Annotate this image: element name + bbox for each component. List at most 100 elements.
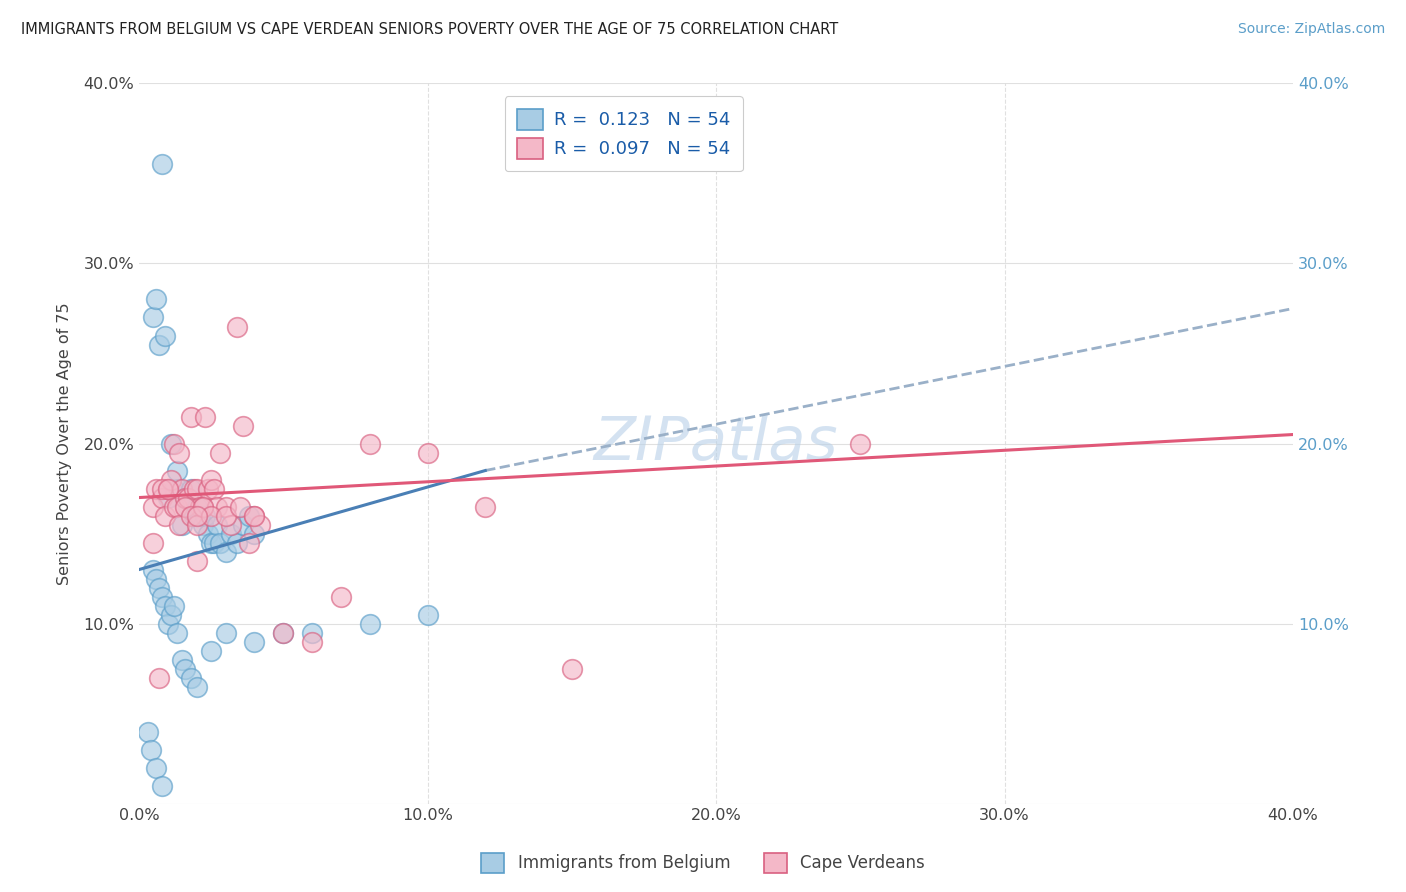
Point [214, 508, 236, 523]
Point [359, 436, 381, 450]
Point [180, 482, 202, 496]
Point [243, 508, 266, 523]
Point [416, 607, 439, 622]
Point [172, 652, 194, 666]
Point [145, 572, 167, 586]
Legend: R =  0.123   N = 54, R =  0.097   N = 54: R = 0.123 N = 54, R = 0.097 N = 54 [505, 96, 742, 171]
Point [214, 544, 236, 558]
Point [159, 436, 181, 450]
Point [163, 599, 186, 613]
Point [197, 482, 219, 496]
Legend: Immigrants from Belgium, Cape Verdeans: Immigrants from Belgium, Cape Verdeans [474, 847, 932, 880]
Point [243, 526, 266, 541]
Point [330, 590, 353, 604]
Point [232, 418, 254, 433]
Point [163, 482, 186, 496]
Point [150, 157, 173, 171]
Point [180, 508, 202, 523]
Point [200, 508, 222, 523]
Point [186, 680, 208, 694]
Point [200, 473, 222, 487]
Point [205, 500, 228, 514]
Point [226, 535, 249, 549]
Point [229, 500, 252, 514]
Point [243, 634, 266, 648]
Point [359, 616, 381, 631]
Point [166, 464, 188, 478]
Point [145, 293, 167, 307]
Point [139, 742, 162, 756]
Point [148, 337, 170, 351]
Point [243, 508, 266, 523]
Point [214, 625, 236, 640]
Point [191, 500, 214, 514]
Point [163, 500, 186, 514]
Point [226, 319, 249, 334]
Point [153, 599, 176, 613]
Point [238, 508, 260, 523]
Point [172, 482, 194, 496]
Point [159, 607, 181, 622]
Point [183, 508, 205, 523]
Point [174, 491, 197, 505]
Point [159, 473, 181, 487]
Point [186, 553, 208, 567]
Point [474, 500, 496, 514]
Point [153, 328, 176, 343]
Point [208, 445, 231, 459]
Y-axis label: Seniors Poverty Over the Age of 75: Seniors Poverty Over the Age of 75 [58, 302, 72, 585]
Point [271, 625, 294, 640]
Point [153, 508, 176, 523]
Point [180, 409, 202, 424]
Point [150, 491, 173, 505]
Point [200, 535, 222, 549]
Point [177, 491, 200, 505]
Point [194, 508, 217, 523]
Point [183, 482, 205, 496]
Point [156, 491, 179, 505]
Point [142, 310, 165, 325]
Point [221, 517, 243, 532]
Point [238, 535, 260, 549]
Point [416, 445, 439, 459]
Point [150, 779, 173, 793]
Point [166, 625, 188, 640]
Point [169, 445, 191, 459]
Point [301, 625, 323, 640]
Point [208, 535, 231, 549]
Point [249, 517, 271, 532]
Point [301, 634, 323, 648]
Point [174, 662, 197, 676]
Point [214, 500, 236, 514]
Point [197, 526, 219, 541]
Point [150, 590, 173, 604]
Point [232, 517, 254, 532]
Point [166, 500, 188, 514]
Point [169, 482, 191, 496]
Point [188, 500, 211, 514]
Point [163, 436, 186, 450]
Point [142, 535, 165, 549]
Point [136, 724, 159, 739]
Text: ZIPatlas: ZIPatlas [593, 414, 838, 473]
Point [145, 761, 167, 775]
Point [194, 409, 217, 424]
Point [186, 500, 208, 514]
Point [156, 482, 179, 496]
Point [172, 517, 194, 532]
Text: IMMIGRANTS FROM BELGIUM VS CAPE VERDEAN SENIORS POVERTY OVER THE AGE OF 75 CORRE: IMMIGRANTS FROM BELGIUM VS CAPE VERDEAN … [21, 22, 838, 37]
Point [169, 517, 191, 532]
Point [271, 625, 294, 640]
Point [148, 671, 170, 685]
Point [205, 517, 228, 532]
Text: Source: ZipAtlas.com: Source: ZipAtlas.com [1237, 22, 1385, 37]
Point [188, 508, 211, 523]
Point [156, 482, 179, 496]
Point [186, 508, 208, 523]
Point [156, 616, 179, 631]
Point [177, 500, 200, 514]
Point [145, 482, 167, 496]
Point [174, 500, 197, 514]
Point [174, 491, 197, 505]
Point [191, 517, 214, 532]
